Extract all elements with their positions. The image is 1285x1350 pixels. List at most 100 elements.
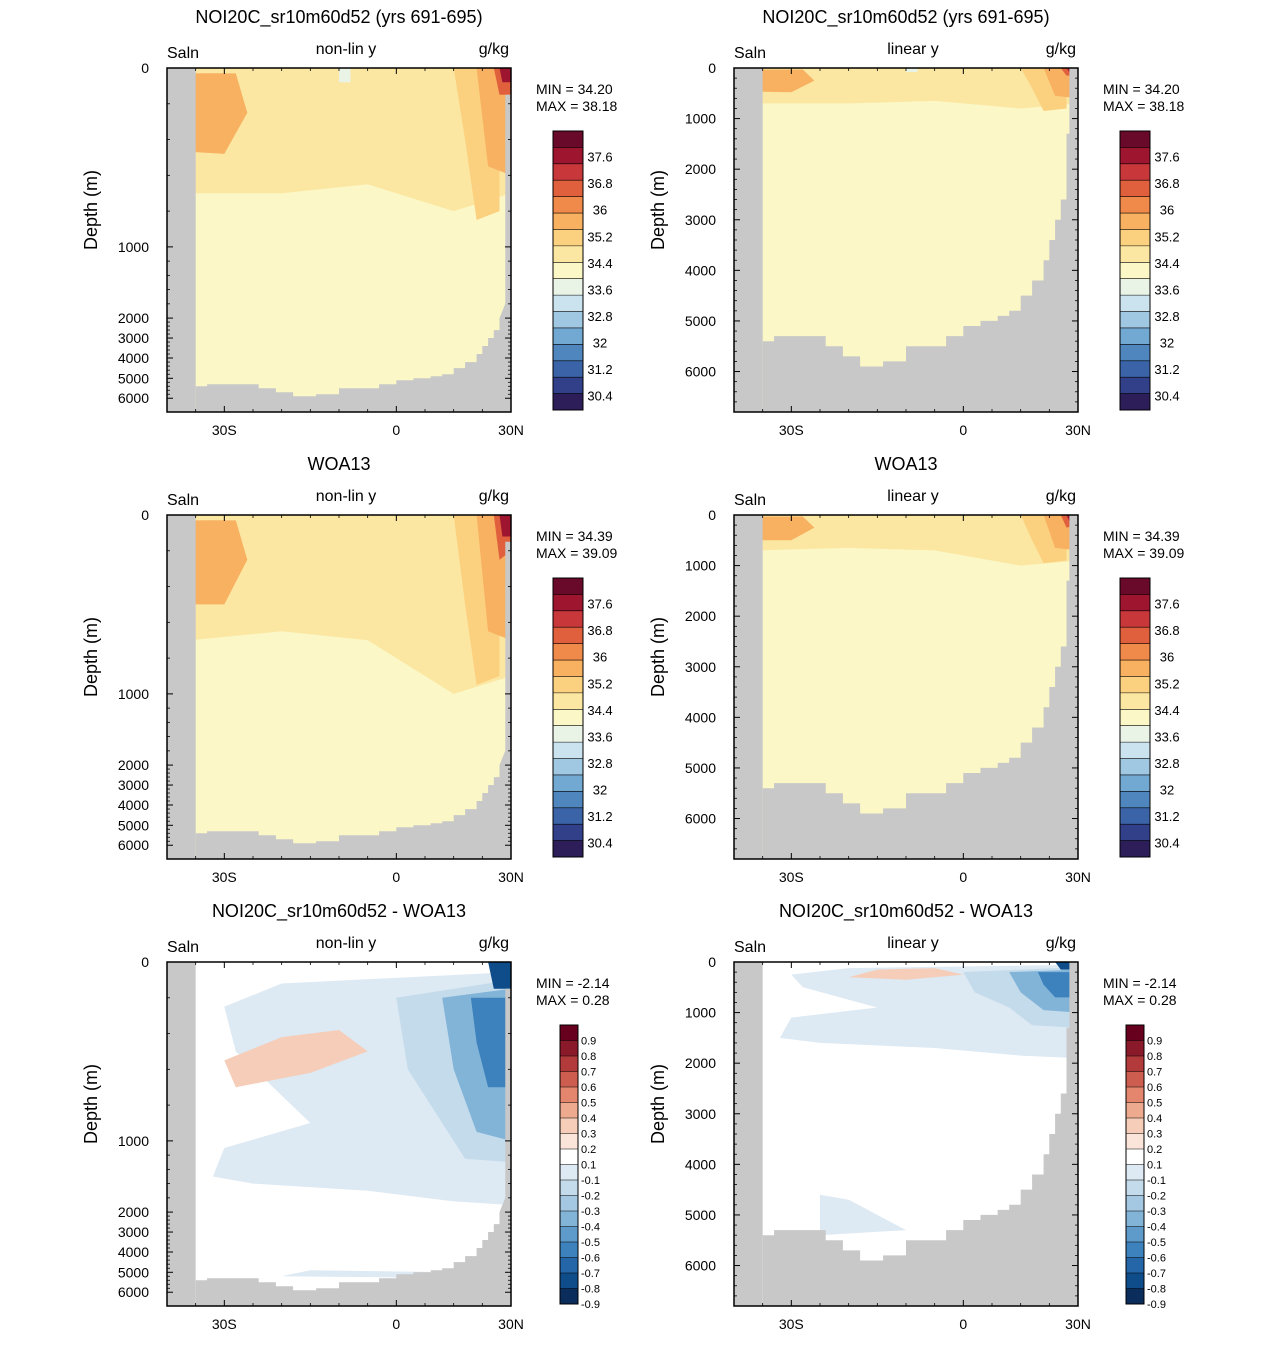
colorbar-swatch — [1126, 1273, 1144, 1289]
y-tick-label: 6000 — [685, 811, 716, 827]
colorbar: 37.6 36.8 36 35.2 34.4 33.6 32.8 32 31.2 30.4 — [552, 130, 613, 411]
land-east — [499, 988, 511, 1306]
plot-area — [167, 962, 511, 1306]
colorbar-swatch — [560, 1164, 578, 1181]
colorbar-label: 36 — [1160, 203, 1174, 218]
colorbar-label: 36 — [1160, 650, 1174, 665]
colorbar-swatch — [1120, 180, 1150, 198]
colorbar-frame — [1119, 577, 1151, 858]
colorbar-swatch — [553, 627, 583, 645]
colorbar-swatch — [1126, 1164, 1144, 1181]
y-tick-label: 1000 — [685, 1005, 716, 1021]
colorbar-swatch — [1126, 1288, 1144, 1305]
axis-mode-label: linear y — [887, 935, 939, 952]
seafloor — [762, 1073, 1067, 1306]
colorbar-label: -0.9 — [581, 1299, 600, 1311]
colorbar-label: 34.4 — [1154, 703, 1179, 718]
colorbar-swatch — [560, 1149, 578, 1165]
x-tick-label: 30S — [779, 422, 804, 438]
colorbar-label: 33.6 — [1154, 729, 1179, 744]
colorbar-swatch — [1126, 1040, 1144, 1057]
colorbar-label: 37.6 — [587, 150, 612, 165]
panel-title: WOA13 — [874, 454, 937, 474]
colorbar-swatch — [553, 278, 583, 296]
colorbar-label: 33.6 — [587, 729, 612, 744]
x-tick-label: 30N — [498, 422, 524, 438]
colorbar-label: 0.5 — [1147, 1098, 1162, 1110]
colorbar-label: 35.2 — [1154, 229, 1179, 244]
colorbar-label: 0.3 — [1147, 1129, 1162, 1141]
colorbar-swatch — [553, 196, 583, 214]
fresh-patch — [906, 68, 918, 72]
colorbar-swatch — [560, 1133, 578, 1150]
x-tick-label: 30S — [212, 1316, 237, 1332]
colorbar-label: 34.4 — [587, 703, 612, 718]
colorbar-label: -0.5 — [1147, 1237, 1166, 1249]
land-east — [499, 94, 511, 412]
colorbar-frame — [552, 577, 584, 858]
y-tick-label: 0 — [141, 507, 149, 523]
colorbar-swatch — [1126, 1133, 1144, 1150]
land-east-upper — [1069, 515, 1078, 859]
colorbar-label: 36.8 — [1154, 623, 1179, 638]
colorbar-swatch — [553, 840, 583, 858]
colorbar-swatch — [1120, 725, 1150, 743]
contour-band-35b — [756, 515, 1067, 546]
diff-neg-core — [1037, 972, 1078, 998]
land-west — [734, 515, 763, 859]
y-tick-label: 6000 — [685, 364, 716, 380]
colorbar-swatch — [1120, 578, 1150, 595]
x-tick-label: 0 — [392, 1316, 400, 1332]
colorbar-swatch — [1120, 213, 1150, 230]
y-tick-label: 3000 — [118, 330, 149, 346]
y-tick-label: 0 — [708, 60, 716, 76]
colorbar-swatch — [1120, 709, 1150, 727]
variable-label: Saln — [734, 939, 766, 956]
y-tick-label: 0 — [708, 507, 716, 523]
subtropical-core-south — [768, 69, 803, 88]
colorbar: 0.9 0.8 0.7 0.6 0.5 0.4 0.3 0.2 0.1 -0.1 -0.2 -0.3 -… — [1125, 1024, 1166, 1311]
y-tick-label: 1000 — [118, 239, 149, 255]
colorbar: 37.6 36.8 36 35.2 34.4 33.6 32.8 32 31.2 30.4 — [1119, 577, 1180, 858]
colorbar-label: 0.1 — [1147, 1160, 1162, 1172]
y-tick-label: 0 — [141, 954, 149, 970]
colorbar-swatch — [553, 311, 583, 329]
colorbar-swatch — [1120, 824, 1150, 842]
colorbar-swatch — [560, 1273, 578, 1289]
y-axis-title: Depth (m) — [648, 1064, 668, 1144]
fresh-patch — [339, 68, 351, 83]
colorbar-label: 34.4 — [1154, 256, 1179, 271]
axis-mode-label: non-lin y — [316, 41, 376, 58]
x-tick-label: 0 — [959, 869, 967, 885]
axis-mode-label: linear y — [887, 488, 939, 505]
y-tick-label: 5000 — [118, 1264, 149, 1280]
colorbar-swatch — [560, 1087, 578, 1103]
colorbar-swatch — [1120, 147, 1150, 165]
colorbar-swatch — [553, 824, 583, 842]
colorbar-swatch — [1120, 278, 1150, 296]
panel-title: NOI20C_sr10m60d52 - WOA13 — [779, 901, 1033, 922]
colorbar-label: 0.8 — [1147, 1051, 1162, 1063]
y-tick-label: 5000 — [118, 817, 149, 833]
min-value-label: MIN = -2.14 — [1103, 975, 1177, 991]
y-tick-label: 4000 — [118, 1244, 149, 1260]
colorbar-swatch — [1120, 807, 1150, 825]
variable-label: Saln — [167, 939, 199, 956]
colorbar-label: 30.4 — [587, 389, 612, 404]
colorbar-label: 0.4 — [581, 1113, 596, 1125]
diff-neg-deep — [820, 1194, 906, 1236]
y-tick-label: 2000 — [685, 161, 716, 177]
colorbar-swatch — [553, 180, 583, 198]
colorbar-label: 0.2 — [581, 1144, 596, 1156]
y-axis-title: Depth (m) — [81, 170, 101, 250]
x-axis: 30S 0 30N — [762, 962, 1091, 1332]
colorbar-swatch — [1120, 643, 1150, 661]
land-west — [167, 962, 196, 1306]
contour-band-35b — [756, 68, 1067, 90]
colorbar-label: 0.6 — [581, 1082, 596, 1094]
plot-area — [167, 68, 511, 412]
units-label: g/kg — [479, 935, 509, 952]
colorbar-swatch — [1120, 344, 1150, 362]
